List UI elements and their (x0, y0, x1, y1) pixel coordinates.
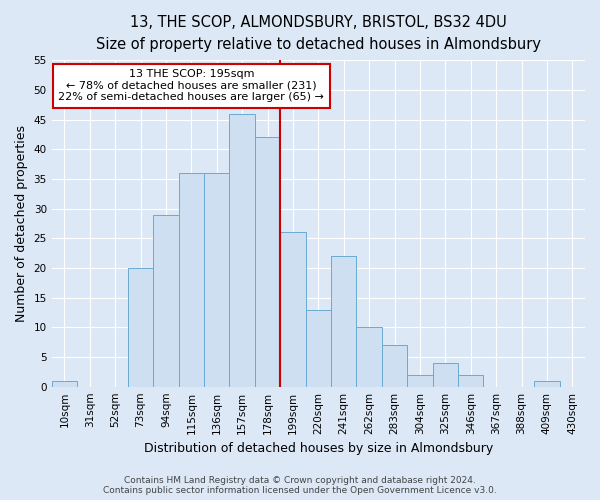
Bar (331, 256, 356, 386)
Bar (179, 173, 204, 386)
Bar (153, 214, 179, 386)
Bar (255, 138, 280, 386)
Bar (280, 232, 305, 386)
Bar (305, 310, 331, 386)
Text: Contains HM Land Registry data © Crown copyright and database right 2024.
Contai: Contains HM Land Registry data © Crown c… (103, 476, 497, 495)
X-axis label: Distribution of detached houses by size in Almondsbury: Distribution of detached houses by size … (144, 442, 493, 455)
Bar (458, 375, 484, 386)
Bar (229, 114, 255, 386)
Bar (204, 173, 229, 386)
Bar (356, 328, 382, 386)
Y-axis label: Number of detached properties: Number of detached properties (15, 125, 28, 322)
Bar (382, 345, 407, 387)
Bar (534, 380, 560, 386)
Title: 13, THE SCOP, ALMONDSBURY, BRISTOL, BS32 4DU
Size of property relative to detach: 13, THE SCOP, ALMONDSBURY, BRISTOL, BS32… (96, 15, 541, 52)
Bar (407, 375, 433, 386)
Bar (433, 363, 458, 386)
Bar (128, 268, 153, 386)
Bar (52, 380, 77, 386)
Text: 13 THE SCOP: 195sqm
← 78% of detached houses are smaller (231)
22% of semi-detac: 13 THE SCOP: 195sqm ← 78% of detached ho… (58, 69, 324, 102)
